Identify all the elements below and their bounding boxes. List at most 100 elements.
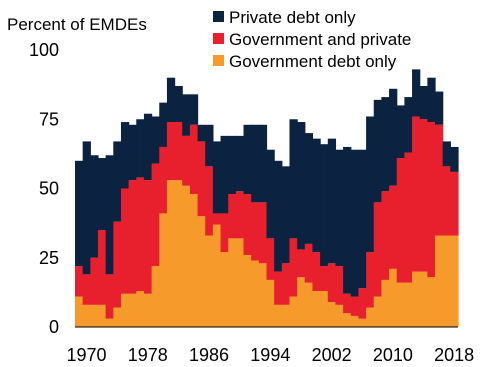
bar-segment-government-debt-only-1985 xyxy=(197,216,206,327)
bar-segment-private-debt-only-1996 xyxy=(281,166,291,264)
bar-segment-government-and-private-1975 xyxy=(120,188,130,294)
bar-segment-government-debt-only-2006 xyxy=(358,318,367,327)
bar-segment-government-and-private-1983 xyxy=(182,135,191,186)
bar-segment-private-debt-only-1976 xyxy=(128,124,137,181)
bar-segment-government-debt-only-2012 xyxy=(404,282,413,327)
bar-segment-government-and-private-2017 xyxy=(442,166,451,236)
bar-segment-government-and-private-1989 xyxy=(228,194,237,239)
legend-swatch-private-debt-only xyxy=(213,11,224,22)
bar-segment-government-debt-only-1993 xyxy=(258,263,268,327)
bar-segment-government-and-private-1969 xyxy=(75,266,84,297)
bar-segment-private-debt-only-2006 xyxy=(358,149,367,289)
bar-segment-government-debt-only-2005 xyxy=(350,315,360,327)
bar-segment-government-and-private-1984 xyxy=(189,124,199,195)
bar-segment-government-and-private-2009 xyxy=(381,191,390,280)
bar-segment-private-debt-only-1987 xyxy=(212,141,222,214)
bar-segment-government-debt-only-1977 xyxy=(136,290,145,327)
y-axis-label: Percent of EMDEs xyxy=(7,15,147,34)
bar-segment-government-debt-only-1980 xyxy=(159,213,168,327)
bar-segment-government-debt-only-1984 xyxy=(189,194,199,327)
bar-segment-government-debt-only-2011 xyxy=(396,282,405,327)
bar-segment-government-and-private-1986 xyxy=(205,166,214,236)
bar-segment-private-debt-only-1978 xyxy=(143,113,153,181)
bar-segment-government-debt-only-2016 xyxy=(435,235,444,327)
bar-segment-private-debt-only-2016 xyxy=(435,91,444,125)
bar-segment-government-and-private-1971 xyxy=(90,257,99,305)
legend-label-government-debt-only: Government debt only xyxy=(229,52,397,71)
bar-segment-private-debt-only-2015 xyxy=(427,77,436,123)
y-tick-labels: 0 25 50 75 100 xyxy=(29,40,59,337)
bar-segment-government-debt-only-1994 xyxy=(266,279,275,327)
bar-segment-government-debt-only-2018 xyxy=(450,235,459,327)
x-tick-label-2002: 2002 xyxy=(312,345,352,365)
bar-segment-private-debt-only-2010 xyxy=(389,88,398,186)
bar-segment-government-and-private-2007 xyxy=(366,252,375,308)
bar-segment-government-debt-only-1970 xyxy=(82,304,91,327)
bar-segment-government-debt-only-1996 xyxy=(281,304,291,327)
bar-segment-government-and-private-2010 xyxy=(389,185,398,269)
x-tick-label-1994: 1994 xyxy=(250,345,290,365)
bar-segment-government-debt-only-2017 xyxy=(442,235,451,327)
bar-segment-private-debt-only-2012 xyxy=(404,97,413,153)
bar-segment-government-and-private-1977 xyxy=(136,177,145,291)
bar-segment-government-debt-only-1995 xyxy=(274,304,283,327)
bar-segment-private-debt-only-2009 xyxy=(381,97,390,192)
bar-segment-government-debt-only-2009 xyxy=(381,279,390,327)
bar-segment-government-and-private-1998 xyxy=(297,249,306,278)
bar-segment-government-debt-only-1986 xyxy=(205,235,214,327)
bar-segment-government-debt-only-2000 xyxy=(312,290,321,327)
bar-segment-government-debt-only-2007 xyxy=(366,307,375,327)
bar-segment-private-debt-only-1974 xyxy=(113,141,122,222)
legend-swatch-government-and-private xyxy=(213,33,224,44)
bar-segment-government-debt-only-2013 xyxy=(412,271,421,327)
bar-segment-government-debt-only-1987 xyxy=(212,224,222,327)
bar-segment-private-debt-only-1998 xyxy=(297,122,306,250)
bar-segment-private-debt-only-1991 xyxy=(243,124,252,195)
bar-segment-private-debt-only-1972 xyxy=(97,158,107,231)
bar-segment-government-and-private-2005 xyxy=(350,296,360,316)
bar-segment-government-debt-only-1969 xyxy=(75,296,84,327)
bar-segment-private-debt-only-2014 xyxy=(419,86,428,120)
bar-segment-government-debt-only-1974 xyxy=(113,307,122,327)
bar-segment-private-debt-only-2008 xyxy=(373,99,382,203)
bar-segment-government-debt-only-1975 xyxy=(120,293,130,327)
bar-segment-private-debt-only-1975 xyxy=(120,122,130,189)
x-tick-label-1986: 1986 xyxy=(189,345,229,365)
bar-segment-private-debt-only-2004 xyxy=(343,146,352,294)
bar-segment-government-and-private-1974 xyxy=(113,221,122,308)
bar-segment-government-and-private-2001 xyxy=(320,266,329,291)
bar-segment-government-and-private-2008 xyxy=(373,202,382,297)
y-tick-label-100: 100 xyxy=(29,40,59,60)
bar-segment-private-debt-only-1982 xyxy=(174,86,183,123)
y-tick-label-25: 25 xyxy=(39,248,59,268)
legend-label-private-debt-only: Private debt only xyxy=(229,8,356,27)
bar-segment-government-debt-only-1992 xyxy=(251,260,260,327)
bar-segment-government-debt-only-1978 xyxy=(143,293,153,327)
bar-segment-private-debt-only-1985 xyxy=(197,124,206,142)
bar-segment-government-debt-only-2003 xyxy=(335,304,344,327)
bar-segment-government-and-private-1973 xyxy=(105,274,114,319)
bar-segment-government-debt-only-1973 xyxy=(105,318,114,327)
x-tick-label-1970: 1970 xyxy=(66,345,106,365)
bar-segment-private-debt-only-1988 xyxy=(220,135,229,214)
bar-segment-government-and-private-2003 xyxy=(335,266,344,305)
bar-segment-government-and-private-2012 xyxy=(404,152,413,283)
bar-segment-private-debt-only-2013 xyxy=(412,69,421,117)
bar-segment-government-and-private-1992 xyxy=(251,202,260,261)
bar-segment-government-and-private-2000 xyxy=(312,252,321,291)
bar-segment-private-debt-only-2005 xyxy=(350,149,360,297)
bar-segment-private-debt-only-2017 xyxy=(442,141,451,167)
bar-segment-government-debt-only-2004 xyxy=(343,313,352,327)
bar-segment-government-debt-only-2001 xyxy=(320,290,329,327)
bar-segment-government-and-private-2018 xyxy=(450,171,459,236)
bar-segment-government-and-private-1980 xyxy=(159,146,168,214)
bar-segment-government-and-private-1993 xyxy=(258,202,268,264)
bar-segment-government-and-private-1997 xyxy=(289,238,298,297)
bar-segment-government-debt-only-2015 xyxy=(427,277,436,327)
bar-segment-private-debt-only-1999 xyxy=(304,133,314,244)
bar-segment-private-debt-only-1997 xyxy=(289,119,298,239)
bar-segment-private-debt-only-1980 xyxy=(159,102,168,147)
bar-segment-government-and-private-2011 xyxy=(396,158,405,283)
bar-segment-government-and-private-1972 xyxy=(97,230,107,305)
